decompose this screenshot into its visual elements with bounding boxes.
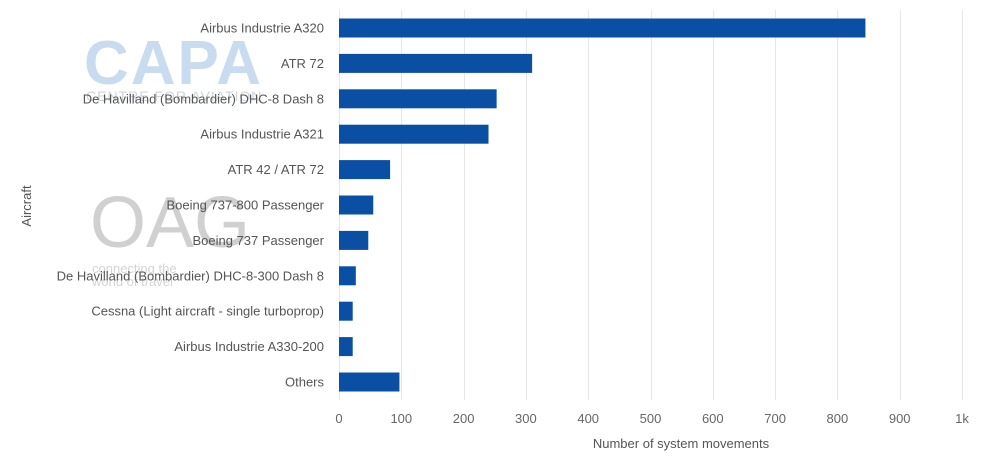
x-tick-label: 900	[889, 411, 911, 426]
x-tick-label: 300	[515, 411, 537, 426]
oag-watermark-tagline-2: world of travel	[91, 274, 173, 289]
x-tick-label: 0	[335, 411, 342, 426]
capa-watermark-tagline: CENTRE FOR AVIATION	[86, 88, 262, 104]
bar	[339, 337, 353, 357]
capa-watermark-logo: CAPA	[84, 29, 263, 98]
x-tick-labels: 0 100 200 300 400 500 600 700 800 900 1k	[335, 411, 969, 426]
bars	[339, 18, 866, 392]
bar	[339, 301, 353, 321]
bar	[339, 372, 400, 392]
x-tick-label: 200	[453, 411, 475, 426]
bar	[339, 18, 866, 38]
bar	[339, 124, 489, 144]
category-label: Airbus Industrie A330-200	[174, 339, 324, 354]
category-label: De Havilland (Bombardier) DHC-8-300 Dash…	[57, 268, 324, 283]
category-label: Boeing 737-800 Passenger	[166, 198, 324, 213]
category-label: Boeing 737 Passenger	[192, 233, 324, 248]
x-tick-label: 400	[577, 411, 599, 426]
category-label: Airbus Industrie A320	[200, 21, 324, 36]
bar	[339, 53, 533, 73]
x-tick-label: 500	[640, 411, 662, 426]
x-tick-label: 700	[764, 411, 786, 426]
oag-watermark-tagline-1: connecting the	[92, 261, 177, 276]
bar	[339, 266, 356, 286]
category-label: Cessna (Light aircraft - single turbopro…	[91, 304, 324, 319]
gridlines	[339, 10, 963, 400]
category-label: Airbus Industrie A321	[200, 127, 324, 142]
oag-watermark-logo: OAG	[90, 183, 250, 263]
bar	[339, 160, 391, 180]
x-tick-label: 100	[390, 411, 412, 426]
category-label: ATR 72	[281, 56, 324, 71]
bar	[339, 230, 369, 250]
category-label: Others	[285, 375, 325, 390]
bar	[339, 89, 497, 109]
x-tick-label: 600	[702, 411, 724, 426]
x-axis-title: Number of system movements	[593, 436, 770, 451]
bar	[339, 195, 374, 215]
x-tick-label: 1k	[955, 411, 969, 426]
category-labels: Airbus Industrie A320 ATR 72 De Havilland …	[57, 21, 325, 390]
category-label: De Havilland (Bombardier) DHC-8 Dash 8	[83, 91, 324, 106]
x-tick-label: 800	[827, 411, 849, 426]
y-axis-title: Aircraft	[19, 185, 34, 227]
category-label: ATR 42 / ATR 72	[228, 162, 324, 177]
watermark-layer: CAPA CENTRE FOR AVIATION OAG connecting …	[84, 29, 263, 289]
